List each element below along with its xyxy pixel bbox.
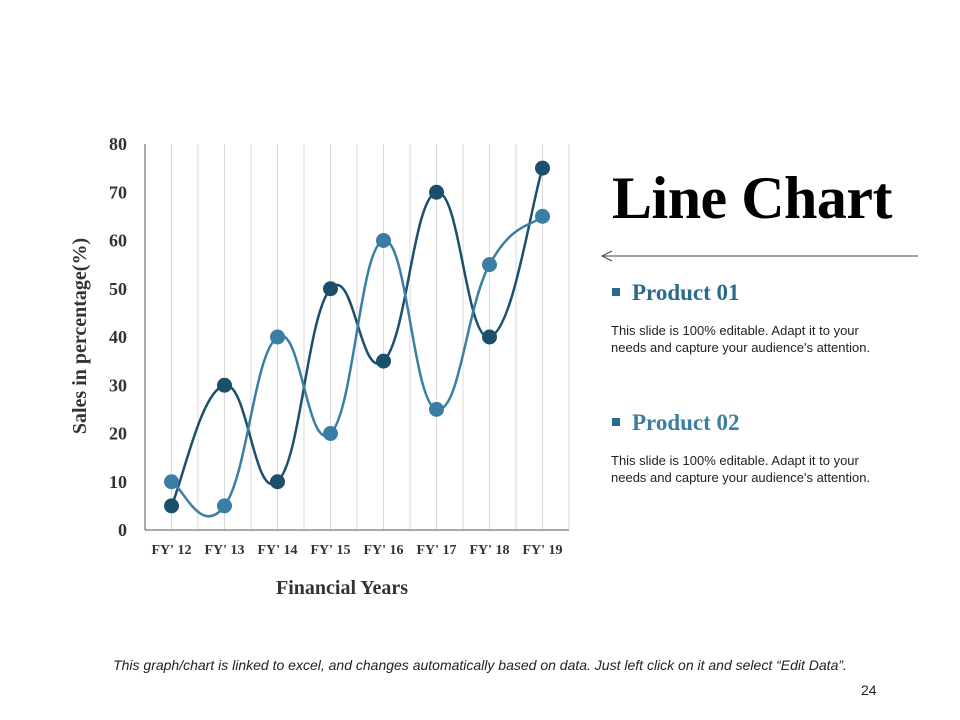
data-point[interactable]: [429, 401, 444, 417]
data-point[interactable]: [217, 377, 232, 393]
grid-lines: [171, 144, 570, 530]
product-02-description: This slide is 100% editable. Adapt it to…: [611, 453, 871, 485]
data-point[interactable]: [270, 474, 285, 490]
series-line: [170, 215, 544, 518]
product-02-name: Product 02: [632, 410, 740, 435]
x-tick-label: FY' 17: [416, 543, 456, 558]
x-tick-label: FY' 15: [310, 543, 350, 558]
data-point[interactable]: [164, 474, 179, 490]
series-1: [164, 160, 550, 514]
data-point[interactable]: [323, 281, 338, 297]
x-tick-labels: FY' 12 FY' 13 FY' 14 FY' 15 FY' 16 FY' 17 FY' …: [151, 543, 562, 558]
y-tick-label: 60: [109, 231, 127, 251]
slide-title: Line Chart: [612, 165, 893, 231]
product-01-name: Product 01: [632, 280, 740, 305]
y-tick-label: 80: [109, 134, 127, 154]
data-point[interactable]: [376, 353, 391, 369]
x-tick-label: FY' 14: [257, 543, 297, 558]
left-arrow-icon: [600, 250, 918, 262]
data-point[interactable]: [429, 184, 444, 200]
y-tick-label: 50: [109, 279, 127, 299]
data-point[interactable]: [270, 329, 285, 345]
data-point[interactable]: [217, 498, 232, 514]
y-tick-label: 70: [109, 182, 127, 202]
page-number: 24: [861, 682, 877, 698]
series-2: [164, 208, 550, 518]
y-tick-label: 30: [109, 375, 127, 395]
x-tick-label: FY' 16: [363, 543, 403, 558]
data-point[interactable]: [535, 208, 550, 224]
chart-axes: [144, 144, 569, 531]
x-axis-label: Financial Years: [276, 577, 408, 599]
square-bullet-icon: [612, 287, 620, 296]
data-point[interactable]: [164, 498, 179, 514]
x-tick-label: FY' 13: [204, 543, 244, 558]
x-tick-label: FY' 12: [151, 543, 191, 558]
y-tick-label: 20: [109, 424, 127, 444]
x-tick-label: FY' 19: [522, 543, 562, 558]
series-line: [170, 167, 544, 507]
product-01-heading: Product 01: [612, 280, 740, 306]
y-axis-label: Sales in percentage(%): [69, 238, 91, 434]
x-tick-label: FY' 18: [469, 543, 509, 558]
square-bullet-icon: [612, 417, 620, 426]
data-point[interactable]: [482, 257, 497, 273]
y-tick-labels: 0 10 20 30 40 50 60 70 80: [109, 134, 127, 540]
product-02-heading: Product 02: [612, 410, 740, 436]
footnote: This graph/chart is linked to excel, and…: [113, 657, 847, 673]
y-tick-label: 0: [118, 520, 127, 540]
data-point[interactable]: [482, 329, 497, 345]
data-point[interactable]: [376, 233, 391, 248]
y-tick-label: 10: [109, 472, 127, 492]
chart-series: [164, 160, 550, 518]
data-point[interactable]: [323, 426, 338, 441]
data-point[interactable]: [535, 160, 550, 176]
product-01-description: This slide is 100% editable. Adapt it to…: [611, 323, 871, 355]
y-tick-label: 40: [109, 327, 127, 347]
